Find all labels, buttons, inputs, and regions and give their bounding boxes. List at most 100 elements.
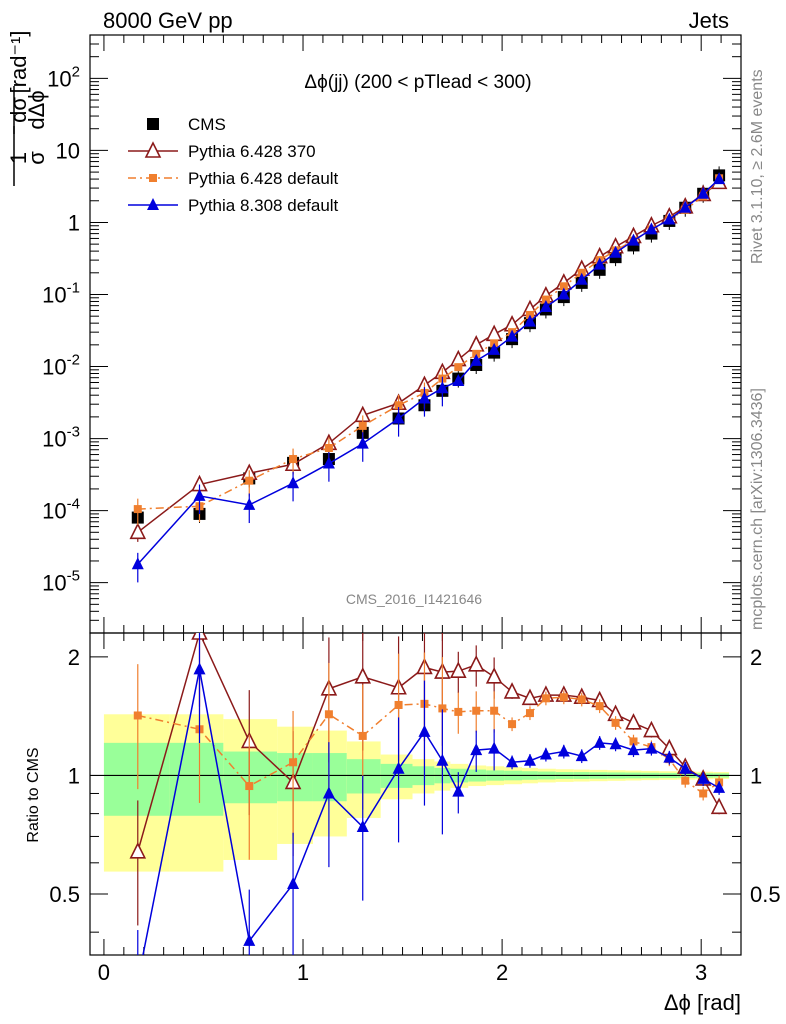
ratio-point <box>243 933 256 946</box>
series-point <box>358 421 367 430</box>
ratio-y-axis-label: Ratio to CMS <box>25 747 42 842</box>
svg-text:1: 1 <box>6 152 31 164</box>
series-point <box>243 497 256 510</box>
ratio-y-tick-label: 1 <box>68 763 80 788</box>
ratio-point <box>358 731 367 740</box>
main-y-tick-label: 10-5 <box>42 568 80 596</box>
ratio-point <box>595 702 604 711</box>
ratio-point <box>625 713 642 730</box>
ratio-point <box>525 709 534 718</box>
ratio-point <box>467 654 485 672</box>
ratio-point <box>394 700 403 709</box>
ratio-point <box>521 688 539 706</box>
svg-text:[rad⁻¹]: [rad⁻¹] <box>6 31 31 94</box>
ratio-point <box>450 661 467 678</box>
series-point <box>575 272 588 285</box>
series-point <box>133 505 142 514</box>
series-point <box>394 401 403 410</box>
ratio-point <box>438 704 447 713</box>
series-point <box>485 324 503 342</box>
series-point <box>131 557 144 570</box>
series-point <box>559 282 568 291</box>
series-point <box>322 456 335 469</box>
ratio-point <box>129 841 147 859</box>
ratio-point <box>485 667 503 684</box>
ratio-y-tick-label: 2 <box>68 645 80 670</box>
ratio-point <box>324 710 333 719</box>
ratio-y-tick-label-right: 1 <box>750 763 762 788</box>
ratio-point <box>681 776 690 785</box>
main-y-tick-label: 1 <box>68 210 80 235</box>
ratio-y-tick-label-right: 0.5 <box>750 882 781 907</box>
ratio-point <box>488 741 501 754</box>
header-right: Jets <box>689 8 729 33</box>
x-tick-label: 3 <box>695 960 707 985</box>
ratio-point <box>193 662 206 675</box>
legend-marker <box>144 141 162 158</box>
series-point <box>663 212 676 225</box>
ratio-point <box>472 706 481 715</box>
legend-label: Pythia 8.308 default <box>188 196 339 215</box>
series-point <box>392 411 405 424</box>
series-point <box>324 443 333 452</box>
ratio-point <box>322 786 335 799</box>
ratio-point <box>629 737 638 746</box>
ratio-point <box>454 707 463 716</box>
x-tick-label: 0 <box>98 960 110 985</box>
series-point <box>454 363 463 372</box>
series-point <box>436 381 449 394</box>
ratio-point <box>559 693 568 702</box>
ratio-point <box>713 780 726 793</box>
svg-text:dΔϕ: dΔϕ <box>24 90 49 129</box>
series-point <box>488 342 501 355</box>
ratio-point <box>557 744 570 757</box>
series-point <box>645 222 658 235</box>
band-inner <box>103 742 170 816</box>
series-point <box>627 233 640 246</box>
chart-title: Δϕ(jj) (200 < pTlead < 300) <box>304 72 531 93</box>
series-point <box>506 329 519 342</box>
series-point <box>467 335 485 352</box>
side-label-mcplots: mcplots.cern.ch [arXiv:1306.3436] <box>749 388 766 630</box>
ratio-point <box>452 784 465 797</box>
series-point <box>679 200 692 213</box>
series-point <box>539 300 552 313</box>
series-point <box>697 186 710 199</box>
ratio-point <box>503 682 521 699</box>
ratio-point <box>575 749 588 762</box>
legend-marker <box>147 198 159 210</box>
ratio-y-tick-label: 0.5 <box>49 882 80 907</box>
ratio-point <box>699 789 708 798</box>
svg-text:σ: σ <box>24 151 49 165</box>
ratio-point <box>523 753 536 766</box>
main-y-tick-label: 10-2 <box>42 352 80 380</box>
ratio-point <box>577 695 586 704</box>
main-y-axis-label: 1 σ dσ dΔϕ [rad⁻¹] <box>6 31 49 186</box>
ratio-point <box>541 694 550 703</box>
ratio-point <box>508 720 517 729</box>
main-y-tick-label: 102 <box>47 63 80 91</box>
series-point <box>470 353 483 366</box>
ratio-frame <box>89 632 742 956</box>
ratio-y-tick-label-right: 2 <box>750 645 762 670</box>
series-point <box>557 287 570 300</box>
ratio-point <box>539 747 552 760</box>
series-point <box>418 391 431 404</box>
ratio-point <box>354 667 372 684</box>
main-y-tick-label: 10-1 <box>42 279 80 307</box>
ratio-point <box>436 753 449 766</box>
series-line <box>137 177 720 510</box>
ratio-point <box>663 750 676 763</box>
series-point <box>356 436 369 449</box>
ratio-panel-series <box>129 633 728 955</box>
series-point <box>193 488 206 501</box>
series-point <box>289 455 298 464</box>
ratio-point <box>506 755 519 768</box>
ratio-point <box>710 797 728 815</box>
legend: CMS Pythia 6.428 370 Pythia 6.428 default P… <box>128 115 339 215</box>
ratio-point <box>609 737 622 750</box>
x-tick-label: 1 <box>297 960 309 985</box>
legend-label: Pythia 6.428 370 <box>188 142 316 161</box>
ratio-point <box>289 758 298 767</box>
main-y-tick-label: 10-3 <box>42 424 80 452</box>
